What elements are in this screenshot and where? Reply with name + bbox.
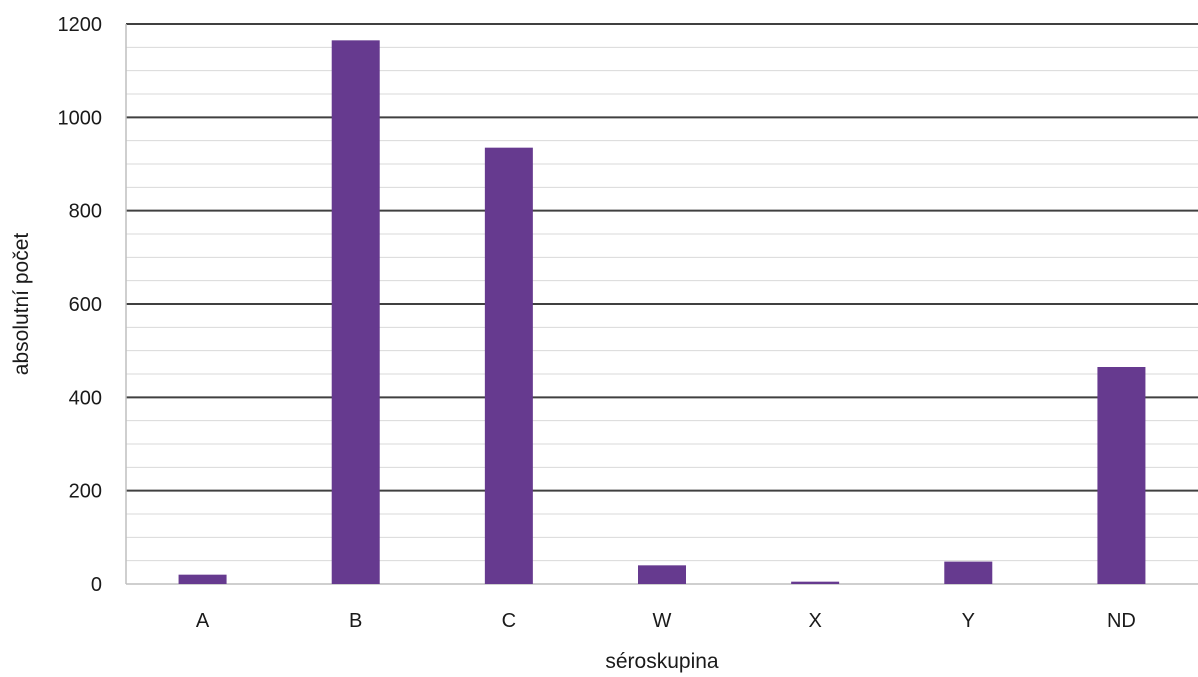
- y-tick-label: 1200: [58, 14, 103, 36]
- y-tick-label: 200: [69, 481, 102, 503]
- x-tick-label: X: [808, 610, 821, 632]
- y-tick-label: 800: [69, 201, 102, 223]
- major-gridlines: [126, 23, 1198, 492]
- x-tick-label: ND: [1107, 610, 1136, 632]
- y-tick-label: 0: [91, 574, 102, 596]
- x-tick-label: C: [502, 610, 516, 632]
- x-tick-label: B: [349, 610, 362, 632]
- x-tick-label: W: [653, 610, 672, 632]
- x-tick-labels: A B C W X Y ND: [196, 610, 1136, 632]
- y-axis-title: absolutní počet: [10, 233, 33, 376]
- bar-c: [484, 147, 533, 584]
- y-tick-label: 600: [69, 294, 102, 316]
- x-tick-label: Y: [962, 610, 975, 632]
- bars: [178, 40, 1146, 585]
- minor-gridlines: [126, 46, 1198, 562]
- x-axis-title: séroskupina: [605, 650, 719, 673]
- y-tick-labels: 0 200 400 600 800 1000 1200: [58, 14, 103, 596]
- bar-a: [178, 574, 227, 584]
- y-tick-label: 1000: [58, 107, 103, 129]
- y-tick-label: 400: [69, 387, 102, 409]
- bar-y: [944, 561, 993, 584]
- bar-b: [331, 40, 380, 585]
- bar-w: [638, 565, 686, 584]
- bar-x: [791, 581, 840, 584]
- x-tick-label: A: [196, 610, 210, 632]
- bar-nd: [1097, 367, 1146, 584]
